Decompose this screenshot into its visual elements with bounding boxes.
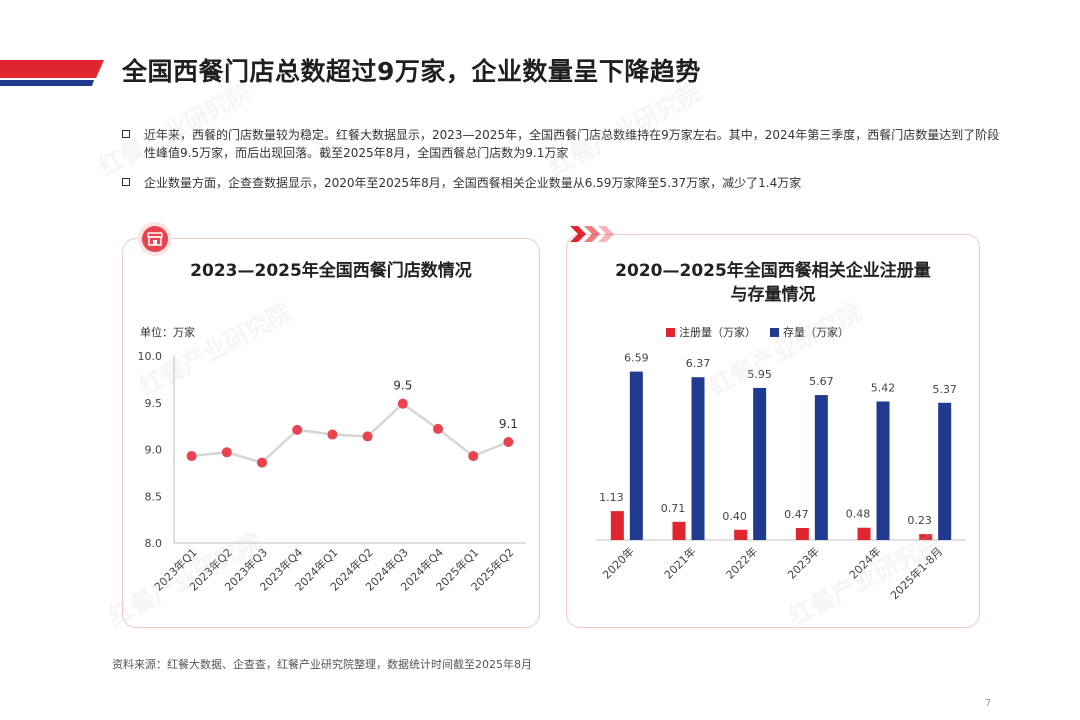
bar-registered [672,521,686,540]
bar-label-registered: 0.40 [722,510,747,523]
store-count-line [191,402,509,464]
bar-x-tick-label: 2021年 [661,544,698,581]
data-point [186,451,197,462]
legend-item-registered: 注册量（万家） [666,324,756,340]
bar-registered [857,527,871,540]
bar-x-tick-label: 2022年 [723,544,760,581]
bar-label-stock: 6.37 [686,357,711,370]
square-bullet-icon [122,178,130,186]
bullet-item-1: 近年来，西餐的门店数量较为稳定。红餐大数据显示，2023—2025年，全国西餐门… [122,126,1002,162]
data-point [397,398,408,409]
bar-label-registered: 1.13 [599,491,624,504]
chevrons-icon [570,226,614,242]
bullet-text-1: 近年来，西餐的门店数量较为稳定。红餐大数据显示，2023—2025年，全国西餐门… [144,128,1000,160]
legend-label-registered: 注册量（万家） [679,326,756,339]
data-label: 9.1 [499,417,518,431]
bar-label-stock: 5.37 [932,383,957,396]
bullet-text-2: 企业数量方面，企查查数据显示，2020年至2025年8月，全国西餐相关企业数量从… [144,176,802,190]
bar-stock [876,401,890,540]
page-number: 7 [985,698,992,709]
unit-label: 单位：万家 [140,326,195,339]
bar-stock [814,395,828,540]
bar-stock [753,387,767,540]
data-point [503,437,514,448]
bar-label-stock: 5.67 [809,375,834,388]
bar-registered [610,511,624,540]
bar-stock [629,371,643,540]
data-point [327,429,338,440]
data-point [362,431,373,442]
bar-x-tick-label: 2024年 [846,544,883,581]
bar-label-stock: 5.42 [871,381,896,394]
line-chart-title: 2023—2025年全国西餐门店数情况 [190,261,472,281]
bar-label-registered: 0.48 [846,508,871,521]
bar-label-registered: 0.71 [661,502,686,515]
y-tick-label: 9.0 [145,444,163,457]
data-point [257,457,267,468]
bar-x-tick-label: 2025年1-8月 [887,544,945,602]
bar-label-stock: 6.59 [624,352,649,365]
legend-label-stock: 存量（万家） [783,326,849,339]
square-bullet-icon [122,130,130,138]
bar-label-registered: 0.47 [784,508,809,521]
bar-registered [919,534,933,540]
data-point [221,447,232,458]
y-tick-label: 10.0 [138,350,163,363]
bar-chart-title: 2020—2025年全国西餐相关企业注册量与存量情况 [615,261,931,305]
legend-swatch-navy [770,327,779,337]
legend-swatch-red [666,327,675,337]
bullet-list: 近年来，西餐的门店数量较为稳定。红餐大数据显示，2023—2025年，全国西餐门… [122,126,1002,204]
data-point [433,423,443,434]
bar-stock [938,402,952,540]
data-point [292,424,303,435]
y-tick-label: 9.5 [145,397,163,410]
page-title: 全国西餐门店总数超过9万家，企业数量呈下降趋势 [122,57,701,86]
bar-label-stock: 5.95 [747,368,772,381]
bar-registered [734,529,748,540]
bar-label-registered: 0.23 [907,514,932,527]
bar-x-tick-label: 2020年 [599,544,636,581]
source-note: 资料来源：红餐大数据、企查查，红餐产业研究院整理，数据统计时间截至2025年8月 [112,658,532,671]
bar-legend: 注册量（万家） 存量（万家） [666,324,849,340]
data-point [468,451,479,462]
data-label: 9.5 [393,379,412,393]
bar-stock [691,377,705,540]
y-tick-label: 8.0 [145,537,163,550]
bar-registered [795,527,809,540]
header-ribbon [0,60,104,86]
bullet-item-2: 企业数量方面，企查查数据显示，2020年至2025年8月，全国西餐相关企业数量从… [122,174,1002,192]
legend-item-stock: 存量（万家） [770,324,849,340]
y-tick-label: 8.5 [145,490,163,503]
shop-icon [138,222,172,256]
bar-x-tick-label: 2023年 [784,544,821,581]
